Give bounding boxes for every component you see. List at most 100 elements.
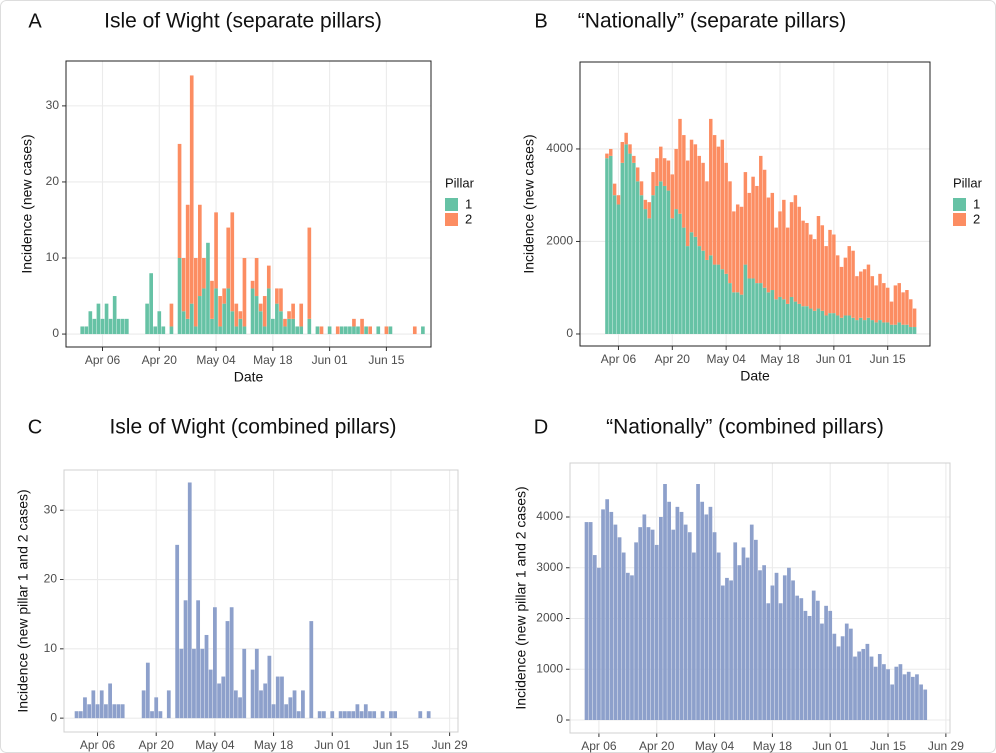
bar [372,711,377,719]
bar-segment [234,303,239,327]
bar-segment [866,317,871,334]
bar [820,623,824,721]
bar-segment [762,169,767,288]
bar [145,662,150,719]
bar-segment [835,255,840,316]
bar-segment [283,326,287,335]
bar [758,570,762,721]
x-tick-label: Jun 01 [816,352,852,366]
bar [338,711,343,719]
bar [605,499,610,721]
y-tick-label: 0 [52,326,59,340]
bar-segment [685,160,690,247]
bar [158,711,163,719]
bar-segment [812,310,817,334]
bar-segment [421,326,425,335]
bar-segment [755,185,759,284]
bar-segment [735,204,740,293]
bar-segment [662,185,667,334]
bar-segment [720,269,725,334]
legend-label: 1 [465,196,472,211]
bar-segment [682,227,686,334]
bar [762,565,766,721]
bar-segment [866,264,871,318]
y-tick-label: 2000 [536,611,563,625]
bar-segment [662,158,667,186]
bar-segment [238,311,243,319]
bar-segment [299,303,304,327]
bar [807,615,812,721]
legend-key [953,213,966,226]
bar-segment [816,308,821,334]
bar-segment [801,306,805,334]
bar-segment [809,308,813,334]
bar-segment [889,301,894,325]
y-tick-label: 30 [44,502,58,516]
x-tick-label: Jun 01 [312,353,348,367]
bar [815,600,820,721]
bar-segment [254,258,259,297]
bar-segment [743,264,748,334]
bar-segment [789,202,794,297]
bar-segment [685,246,690,334]
bar-segment [210,280,214,319]
bar-segment [909,299,913,328]
bar [803,610,808,721]
plot-frame [63,469,459,733]
bar [380,711,385,719]
bar-segment [632,162,636,334]
bar [737,565,742,721]
bar-segment [870,320,875,334]
bar-segment [635,167,640,182]
bar-segment [100,318,105,335]
bar-segment [283,318,287,327]
bar-segment [112,296,117,335]
bar [141,690,146,719]
bar-segment [889,324,894,334]
bar [217,683,221,719]
x-tick-label: Apr 06 [85,353,121,367]
bar [869,656,874,721]
bar-segment [839,266,844,318]
bar-segment [125,318,129,335]
bar-segment [828,313,832,334]
bar [120,704,125,719]
bar-segment [797,206,801,304]
bar [95,704,100,719]
x-tick-label: May 18 [253,353,293,367]
bar-segment [747,192,751,279]
bar-segment [161,326,166,335]
bar-segment [820,310,825,334]
bar [638,527,643,721]
bar [745,557,750,721]
bar [778,603,783,721]
bar [692,552,696,721]
bar [254,648,259,719]
bar-segment [882,322,886,334]
bar-segment [620,162,625,334]
bar [857,651,861,721]
legend-key [953,198,966,211]
bar-segment [816,216,821,309]
bar-segment [659,181,663,334]
bar [683,524,688,721]
bar-segment [774,299,778,334]
bar-segment [739,206,744,295]
bar [894,666,899,721]
bar-segment [84,326,89,335]
bar-segment [732,211,736,293]
bar [242,648,247,719]
bar [741,547,746,721]
bar-segment [801,220,805,307]
bar-segment [364,326,368,335]
bar-segment [851,317,855,334]
bar-segment [855,276,859,321]
bar [654,544,659,721]
panel-letter: B [534,10,547,32]
bar-segment [797,303,801,334]
bar [233,690,238,719]
bar [832,633,837,721]
bar-segment [643,209,648,334]
bar-segment [96,303,101,335]
bar [91,690,96,719]
